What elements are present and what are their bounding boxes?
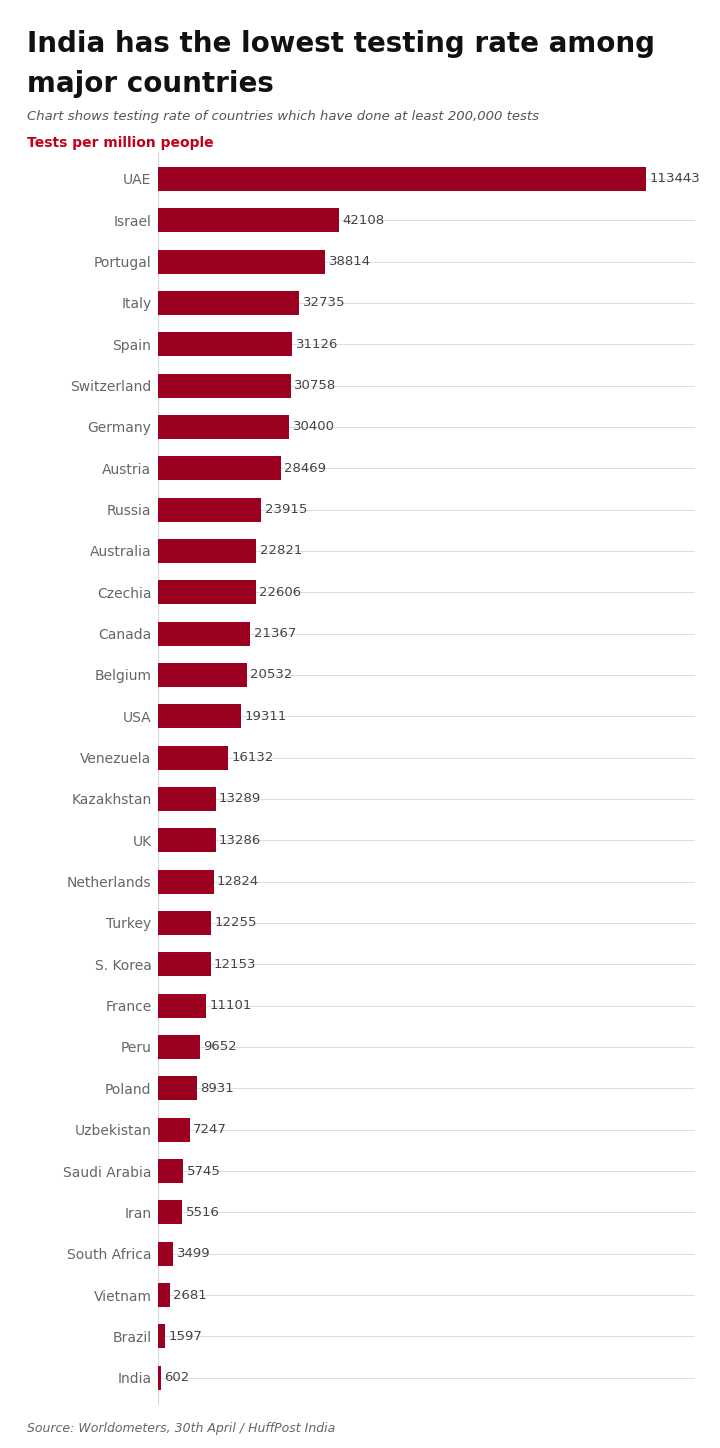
Bar <box>158 167 646 191</box>
Text: 5516: 5516 <box>186 1206 220 1219</box>
Text: major countries: major countries <box>27 70 274 97</box>
Bar <box>158 1118 189 1141</box>
Bar <box>158 1365 161 1390</box>
Bar <box>158 1242 174 1266</box>
Bar <box>158 1158 183 1183</box>
Text: 22606: 22606 <box>259 586 301 599</box>
Text: 28469: 28469 <box>284 462 326 475</box>
Bar <box>158 993 206 1018</box>
Text: 19311: 19311 <box>245 710 287 723</box>
Text: 22821: 22821 <box>260 544 302 557</box>
Bar <box>158 1283 170 1308</box>
Bar <box>158 1035 200 1058</box>
Text: 16132: 16132 <box>231 752 274 765</box>
Bar <box>158 746 228 770</box>
Text: 31126: 31126 <box>296 337 338 350</box>
Text: 12824: 12824 <box>217 875 259 888</box>
Bar <box>158 249 325 274</box>
Bar <box>158 539 256 563</box>
Text: 113443: 113443 <box>649 172 700 185</box>
Bar <box>158 911 211 935</box>
Text: 3499: 3499 <box>177 1247 210 1260</box>
Text: 11101: 11101 <box>210 999 252 1012</box>
Bar <box>158 209 339 232</box>
Text: 23915: 23915 <box>265 502 307 515</box>
Text: 13286: 13286 <box>219 834 261 847</box>
Bar <box>158 704 241 728</box>
Bar <box>158 953 211 976</box>
Text: 12255: 12255 <box>215 917 257 930</box>
Bar <box>158 498 261 521</box>
Bar <box>158 1076 197 1100</box>
Bar <box>158 581 256 604</box>
Bar <box>158 1200 182 1225</box>
Text: 13289: 13289 <box>219 792 261 805</box>
Text: 21367: 21367 <box>253 627 296 640</box>
Text: 9652: 9652 <box>203 1041 237 1054</box>
Bar <box>158 416 289 439</box>
Text: 42108: 42108 <box>343 214 385 227</box>
Text: 5745: 5745 <box>186 1164 220 1177</box>
Text: 30758: 30758 <box>294 379 336 392</box>
Text: Source: Worldometers, 30th April / HuffPost India: Source: Worldometers, 30th April / HuffP… <box>27 1422 336 1435</box>
Bar <box>158 374 291 398</box>
Bar <box>158 663 247 686</box>
Bar <box>158 621 251 646</box>
Text: 38814: 38814 <box>328 255 371 268</box>
Bar <box>158 828 215 853</box>
Text: 2681: 2681 <box>174 1289 207 1302</box>
Text: India has the lowest testing rate among: India has the lowest testing rate among <box>27 30 655 58</box>
Text: 8931: 8931 <box>200 1082 234 1095</box>
Text: 7247: 7247 <box>193 1124 227 1137</box>
Text: 602: 602 <box>164 1371 189 1384</box>
Text: 20532: 20532 <box>250 669 292 682</box>
Bar <box>158 870 214 893</box>
Bar <box>158 291 299 314</box>
Bar <box>158 332 292 356</box>
Text: 32735: 32735 <box>302 297 345 310</box>
Bar <box>158 456 281 481</box>
Text: Tests per million people: Tests per million people <box>27 136 214 151</box>
Bar <box>158 786 215 811</box>
Text: Chart shows testing rate of countries which have done at least 200,000 tests: Chart shows testing rate of countries wh… <box>27 110 539 123</box>
Text: 1597: 1597 <box>168 1329 202 1342</box>
Text: 30400: 30400 <box>292 420 335 433</box>
Bar <box>158 1325 166 1348</box>
Text: 12153: 12153 <box>214 957 256 970</box>
